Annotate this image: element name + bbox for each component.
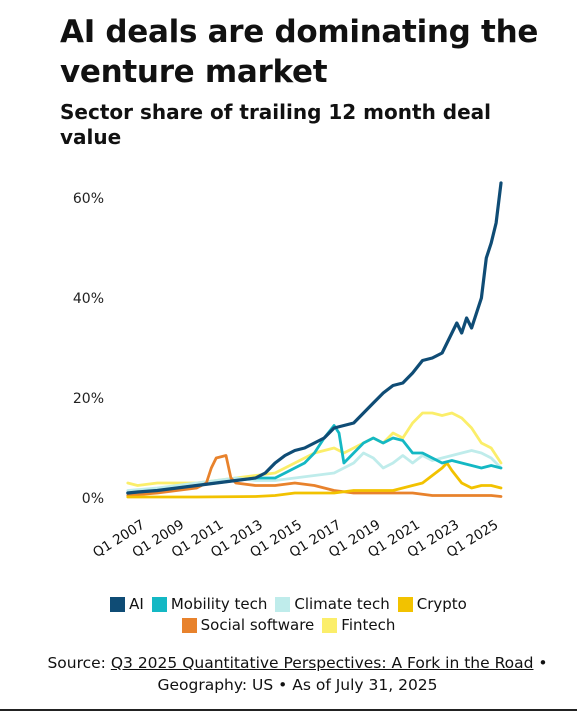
source-link[interactable]: Q3 2025 Quantitative Perspectives: A For… <box>110 654 534 672</box>
legend-row-1: AI Mobility tech Climate tech Crypto <box>0 595 577 613</box>
legend-label: Climate tech <box>294 595 390 613</box>
legend-label: Social software <box>200 616 315 634</box>
legend-swatch <box>110 596 126 612</box>
legend-swatch <box>275 596 291 612</box>
legend-item-crypto: Crypto <box>397 595 467 613</box>
y-tick-label: 0% <box>82 491 104 507</box>
legend-swatch <box>322 617 338 633</box>
y-axis-ticks: 0% 20% 40% 60% <box>73 191 104 507</box>
chart-subtitle: Sector share of trailing 12 month deal v… <box>60 100 491 149</box>
legend-item-ai: AI <box>110 595 144 613</box>
legend-item-social-software: Social software <box>181 616 315 634</box>
chart-title: AI deals are dominating the venture mark… <box>60 14 539 90</box>
source-note: Source: Q3 2025 Quantitative Perspective… <box>40 652 555 696</box>
bottom-divider <box>0 709 577 711</box>
y-tick-label: 60% <box>73 191 104 207</box>
series-line-climate-tech <box>126 449 503 492</box>
legend-swatch <box>181 617 197 633</box>
source-prefix: Source: <box>47 654 111 672</box>
legend-label: Mobility tech <box>170 595 268 613</box>
legend-swatch <box>151 596 167 612</box>
source-suffix: • Geography: US • As of July 31, 2025 <box>157 654 548 694</box>
legend-item-fintech: Fintech <box>322 616 395 634</box>
legend-row-2: Social software Fintech <box>0 616 577 634</box>
legend-swatch <box>397 596 413 612</box>
legend-item-climate-tech: Climate tech <box>275 595 390 613</box>
legend-label: Fintech <box>341 616 396 634</box>
legend-item-mobility-tech: Mobility tech <box>151 595 268 613</box>
legend-label: AI <box>129 595 144 613</box>
series-line-ai <box>126 181 503 495</box>
y-tick-label: 20% <box>73 391 104 407</box>
series-line-crypto <box>126 461 503 499</box>
y-tick-label: 40% <box>73 291 104 307</box>
series-lines <box>126 181 503 499</box>
legend-label: Crypto <box>416 595 467 613</box>
